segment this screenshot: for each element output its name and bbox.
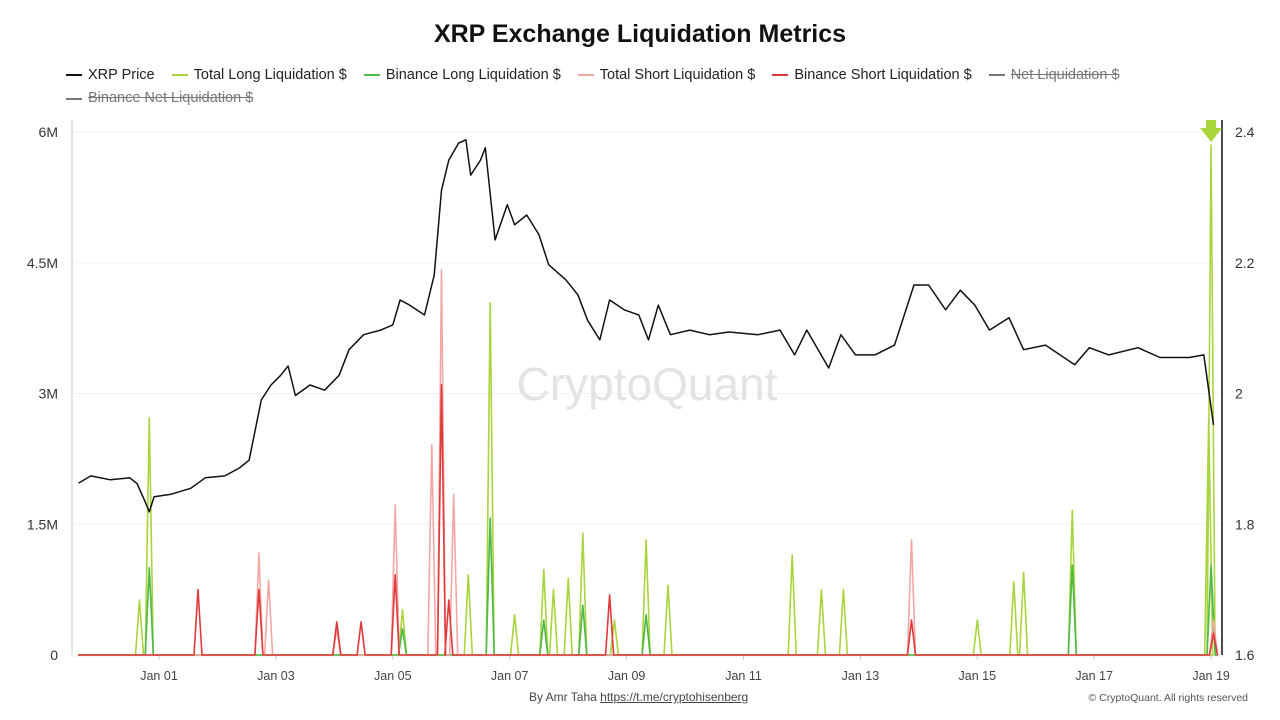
right-axis-tick: 2: [1235, 386, 1243, 402]
x-axis-tick: Jan 09: [608, 669, 646, 683]
x-axis-tick: Jan 17: [1075, 669, 1113, 683]
author-text: By Amr Taha: [529, 690, 597, 704]
x-axis-tick: Jan 15: [959, 669, 997, 683]
legend-swatch: [772, 74, 789, 76]
left-axis-tick: 6M: [39, 124, 58, 140]
right-axis-tick: 2.4: [1235, 124, 1255, 140]
legend-label: Net Liquidation $: [1010, 66, 1120, 83]
right-axis-tick: 2.2: [1235, 255, 1255, 271]
legend-item[interactable]: Binance Long Liquidation $: [363, 65, 561, 86]
legend-item[interactable]: Total Long Liquidation $: [171, 65, 347, 86]
left-axis-tick: 4.5M: [27, 255, 58, 271]
author-link[interactable]: https://t.me/cryptohisenberg: [600, 690, 749, 704]
x-axis-tick: Jan 03: [257, 669, 295, 683]
series-binance-short-liquidation: [78, 384, 1219, 656]
legend-swatch: [363, 74, 380, 76]
legend-label: Total Long Liquidation $: [193, 66, 347, 83]
legend-item[interactable]: Net Liquidation $: [988, 65, 1120, 86]
x-axis-tick: Jan 05: [374, 669, 412, 683]
legend-item[interactable]: Binance Net Liquidation $: [66, 88, 253, 109]
left-axis-tick: 1.5M: [27, 516, 58, 532]
chart-title: XRP Exchange Liquidation Metrics: [433, 20, 847, 48]
legend-swatch: [988, 74, 1005, 76]
legend-label: Total Short Liquidation $: [599, 66, 756, 83]
legend-label: Binance Long Liquidation $: [385, 66, 561, 83]
watermark-logo: CryptoQuant: [517, 358, 778, 410]
x-axis-tick: Jan 07: [491, 669, 529, 683]
legend: XRP Price Total Long Liquidation $ Binance…: [66, 62, 1236, 109]
series-total-short-liquidation: [78, 268, 1219, 656]
copyright-text: © CryptoQuant. All rights reserved: [1088, 692, 1248, 704]
down-arrow-icon: [1200, 120, 1223, 142]
legend-swatch: [171, 74, 188, 76]
x-axis-tick: Jan 19: [1192, 669, 1230, 683]
legend-swatch: [577, 74, 594, 76]
legend-label: Binance Net Liquidation $: [88, 90, 254, 106]
x-axis-tick: Jan 01: [140, 669, 178, 683]
legend-swatch: [66, 97, 82, 100]
legend-swatch: [66, 74, 82, 76]
legend-item[interactable]: Total Short Liquidation $: [577, 65, 756, 86]
left-axis-tick: 3M: [39, 386, 58, 402]
legend-item[interactable]: XRP Price: [66, 65, 155, 86]
legend-label: XRP Price: [88, 66, 155, 83]
x-axis-tick: Jan 13: [842, 669, 880, 683]
left-axis-tick: 0: [50, 647, 58, 663]
legend-label: Binance Short Liquidation $: [794, 66, 972, 83]
x-axis-tick: Jan 11: [725, 669, 762, 683]
series-xrp-price: [78, 139, 1215, 513]
legend-item[interactable]: Binance Short Liquidation $: [772, 65, 972, 86]
right-axis-tick: 1.6: [1235, 647, 1255, 663]
right-axis-tick: 1.8: [1235, 516, 1255, 532]
footer-credit: By Amr Taha https://t.me/cryptohisenberg: [529, 690, 748, 704]
